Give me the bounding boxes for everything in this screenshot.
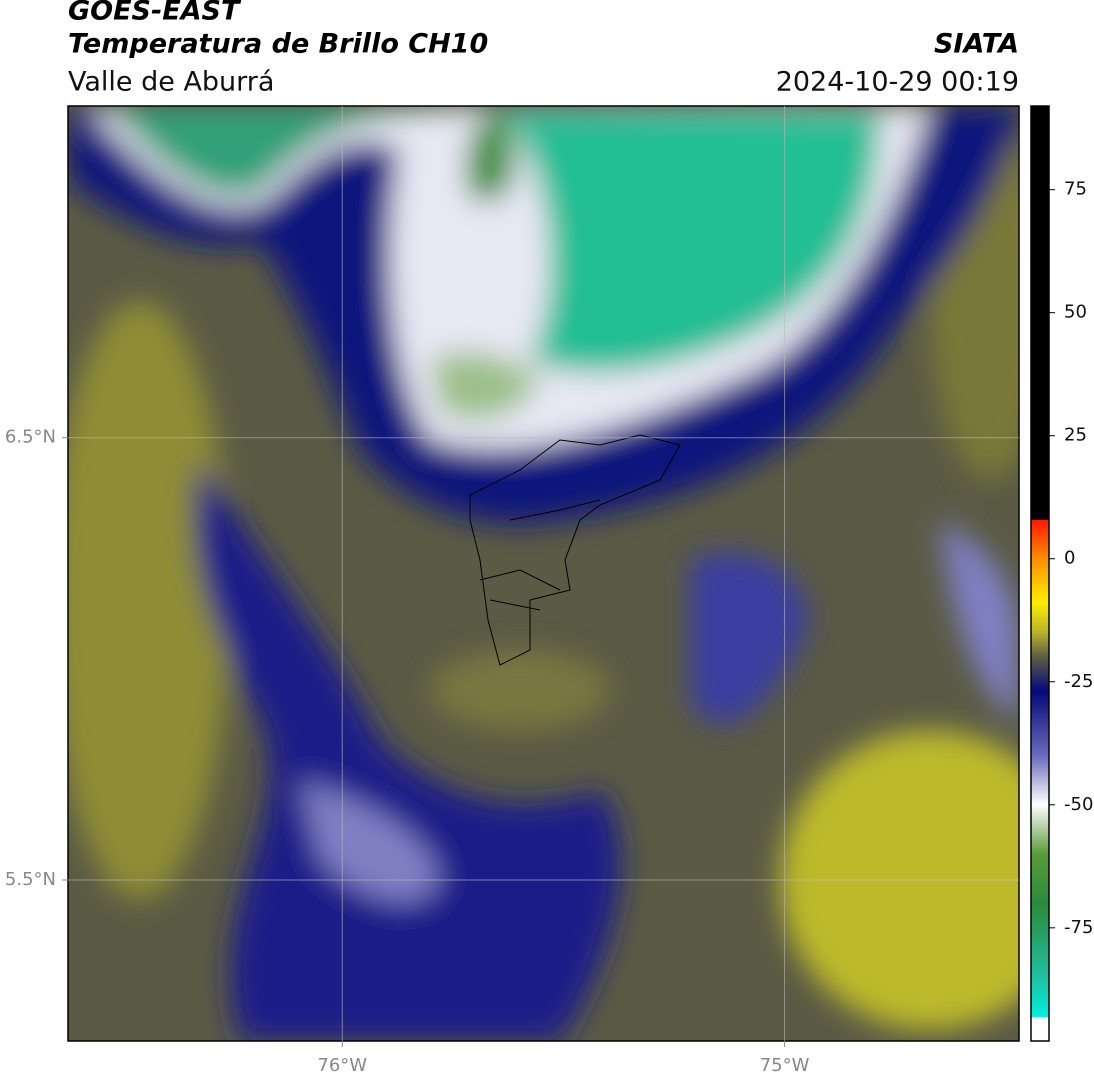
colorbar-label: -25 [1064, 671, 1093, 692]
colorbar-label: 0 [1064, 548, 1075, 569]
title: GOES-EAST [68, 0, 242, 27]
x-tick-label: 76°W [317, 1055, 367, 1076]
source: SIATA [934, 29, 1019, 60]
colorbar-label: 25 [1064, 425, 1087, 446]
y-tick-label: 5.5°N [5, 869, 56, 890]
y-tick-label: 6.5°N [5, 427, 56, 448]
subtitle: Temperatura de Brillo CH10 [68, 29, 488, 60]
region: Valle de Aburrá [68, 67, 274, 98]
colorbar-label: -50 [1064, 794, 1093, 815]
timestamp: 2024-10-29 00:19 [776, 67, 1019, 98]
colorbar [1030, 105, 1050, 1042]
colorbar-label: -75 [1064, 917, 1093, 938]
colorbar-label: 75 [1064, 179, 1087, 200]
satellite-image [68, 106, 1019, 1041]
map-frame [67, 105, 1020, 1042]
x-tick-label: 75°W [760, 1055, 810, 1076]
colorbar-label: 50 [1064, 302, 1087, 323]
